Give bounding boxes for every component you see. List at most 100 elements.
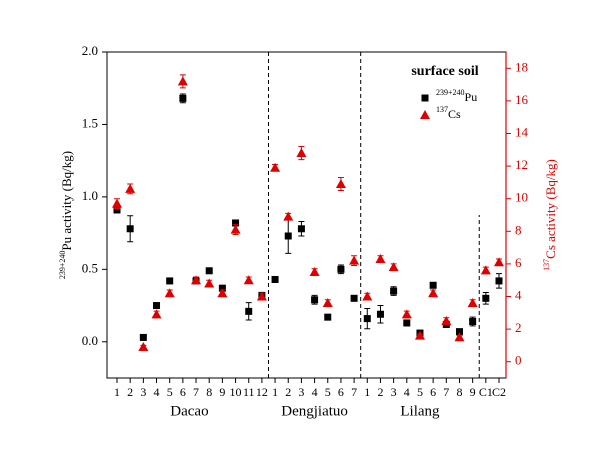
y2-axis-label: 137Cs activity (Bq/kg): [542, 159, 558, 271]
group-label: Dacao: [170, 403, 208, 419]
group-label: Lilang: [400, 403, 440, 419]
y-tick-label: 1.0: [82, 188, 98, 203]
y2-tick-label: 2: [515, 320, 522, 335]
data-point: [297, 225, 305, 233]
legend-marker: [421, 94, 429, 102]
data-point: [467, 298, 478, 308]
y-tick-label: 2.0: [82, 43, 98, 58]
x-tick-label: 3: [391, 385, 397, 399]
x-tick-label: 6: [430, 385, 436, 399]
data-point: [243, 275, 254, 285]
x-tick-label: 7: [351, 385, 357, 399]
legend-marker: [420, 110, 430, 119]
data-point: [362, 291, 373, 301]
y2-tick-label: 16: [515, 92, 529, 107]
data-point: [469, 317, 477, 325]
data-point: [230, 224, 241, 234]
data-point: [429, 281, 437, 289]
data-point: [205, 267, 213, 275]
data-point: [363, 315, 371, 323]
y2-tick-label: 18: [515, 59, 528, 74]
data-point: [311, 296, 319, 304]
x-tick-label: 3: [140, 385, 146, 399]
x-tick-label: 10: [230, 385, 242, 399]
y2-tick-label: 10: [515, 190, 528, 205]
x-tick-label: 1: [114, 385, 120, 399]
x-tick-label: 8: [206, 385, 212, 399]
data-point: [337, 265, 345, 273]
data-point: [376, 310, 384, 318]
data-point: [388, 262, 399, 272]
data-point: [217, 288, 228, 298]
data-point: [390, 287, 398, 295]
x-tick-label: 7: [443, 385, 449, 399]
x-tick-label: 1: [272, 385, 278, 399]
x-tick-label: 12: [256, 385, 268, 399]
y2-tick-label: 6: [515, 255, 522, 270]
group-label: Dengjiatuo: [281, 403, 348, 419]
data-point: [428, 288, 439, 298]
x-tick-label: C2: [492, 385, 506, 399]
data-point: [113, 206, 121, 214]
data-point: [349, 255, 360, 265]
data-point: [166, 277, 174, 285]
data-point: [284, 232, 292, 240]
data-point: [125, 183, 136, 193]
data-point: [204, 278, 215, 288]
x-tick-label: 4: [312, 385, 318, 399]
x-tick-label: 2: [127, 385, 133, 399]
x-tick-label: 4: [154, 385, 160, 399]
data-point: [177, 76, 188, 86]
data-point: [218, 284, 226, 292]
x-tick-label: 2: [377, 385, 383, 399]
data-point: [271, 275, 279, 283]
data-point: [151, 309, 162, 319]
data-point: [401, 309, 412, 319]
y-tick-label: 0.5: [82, 260, 98, 275]
y-tick-label: 0.0: [82, 333, 98, 348]
data-point: [245, 307, 253, 315]
legend-box: [410, 86, 502, 126]
y2-tick-label: 14: [515, 124, 529, 139]
data-point: [375, 254, 386, 264]
data-point: [232, 219, 240, 227]
data-point: [270, 162, 281, 172]
x-tick-label: 6: [338, 385, 344, 399]
data-point: [164, 288, 175, 298]
data-point: [441, 315, 452, 325]
legend-label: 137Cs: [436, 105, 461, 120]
data-point: [179, 94, 187, 102]
data-point: [256, 291, 267, 301]
data-point: [455, 328, 463, 336]
data-point: [296, 148, 307, 158]
x-tick-label: 6: [180, 385, 186, 399]
x-tick-label: 5: [325, 385, 331, 399]
x-tick-label: 2: [285, 385, 291, 399]
x-tick-label: 9: [219, 385, 225, 399]
data-point: [283, 211, 294, 221]
data-point: [495, 277, 503, 285]
data-point: [139, 333, 147, 341]
data-point: [191, 275, 202, 285]
x-tick-label: 4: [404, 385, 410, 399]
y-tick-label: 1.5: [82, 115, 98, 130]
y2-tick-label: 8: [515, 222, 522, 237]
data-point: [324, 313, 332, 321]
x-tick-label: 8: [456, 385, 462, 399]
data-point: [414, 330, 425, 340]
data-point: [454, 332, 465, 342]
data-point: [482, 294, 490, 302]
data-point: [112, 198, 122, 208]
data-point: [403, 319, 411, 327]
x-tick-label: 11: [243, 385, 255, 399]
data-point: [335, 179, 346, 189]
x-tick-label: 1: [364, 385, 370, 399]
x-tick-label: 3: [298, 385, 304, 399]
x-tick-label: C1: [479, 385, 493, 399]
y-axis-label: 239+240Pu activity (Bq/kg): [58, 151, 74, 279]
x-tick-label: 7: [193, 385, 199, 399]
data-point: [480, 265, 491, 275]
x-tick-label: 5: [417, 385, 423, 399]
data-point: [350, 294, 358, 302]
